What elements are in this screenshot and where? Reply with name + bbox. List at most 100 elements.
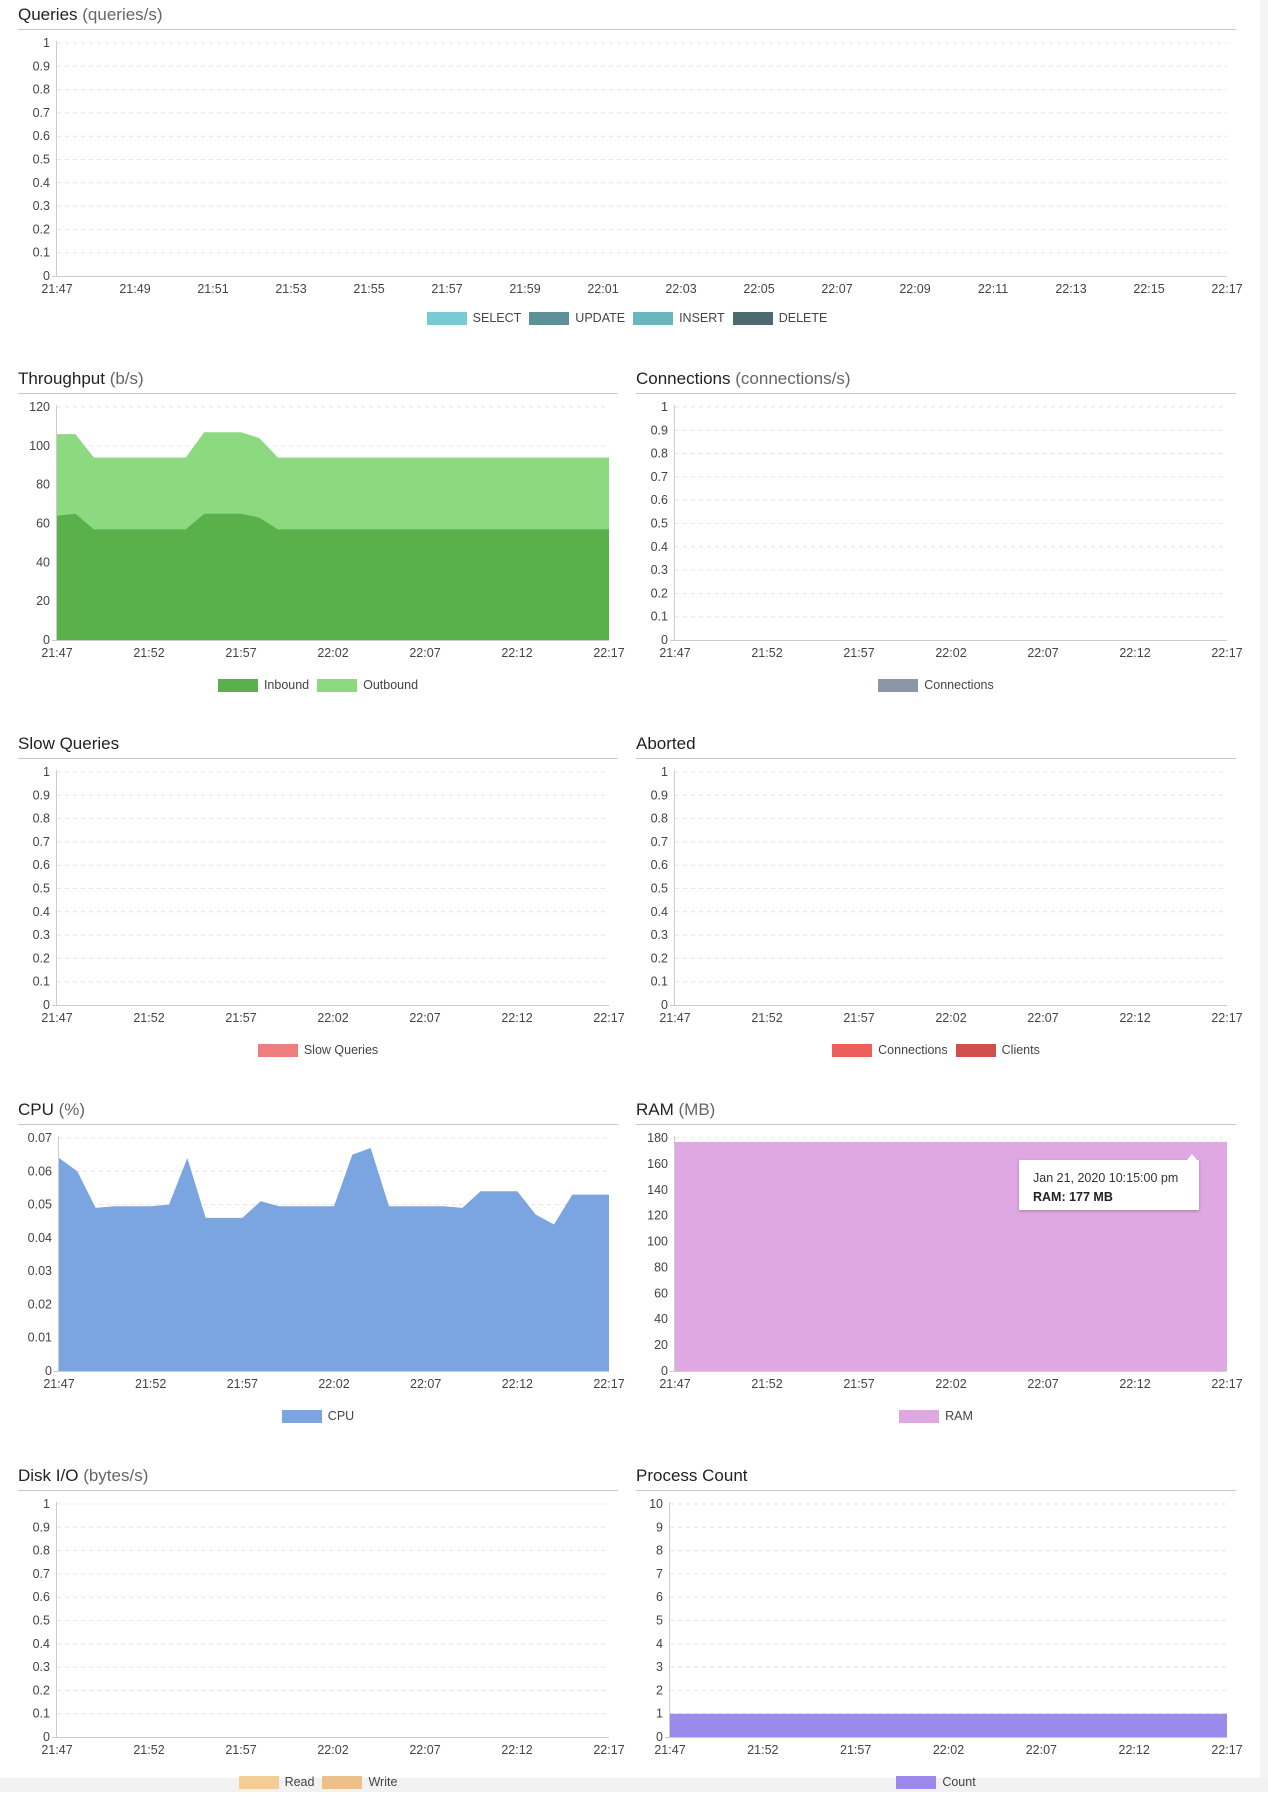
x-tick-label: 21:57 xyxy=(225,1011,256,1025)
legend-label: Count xyxy=(942,1774,976,1789)
legend-item-outbound[interactable]: Outbound xyxy=(317,678,418,692)
y-tick-label: 0.2 xyxy=(33,951,50,965)
title-text: Queries xyxy=(18,5,78,24)
legend-item-ram[interactable]: RAM xyxy=(899,1409,973,1423)
aborted-panel: Aborted 0 0.1 0.2 0.3 0.4 0.5 0.6 0.7 0.8 0.9 1 21:… xyxy=(636,733,1243,1063)
legend-swatch xyxy=(878,678,919,692)
chart-legend: Inbound Outbound xyxy=(18,677,618,692)
throughput-chart: 0 20 40 60 80 100 120 21:47 21:52 21:57 22:02 22:07… xyxy=(29,400,625,660)
y-tick-label: 0.02 xyxy=(28,1297,52,1311)
x-tick-label: 22:07 xyxy=(409,646,440,660)
x-tick-label: 22:02 xyxy=(318,1377,349,1391)
ram-panel: RAM (MB) 0 20 40 60 80 100 120 140 160 180 21:47 21… xyxy=(636,1099,1243,1429)
y-tick-label: 0.9 xyxy=(33,788,50,802)
x-tick-label: 21:57 xyxy=(227,1377,258,1391)
process_count-chart: 0 1 2 3 4 5 6 7 8 9 10 21:47 21:52 21:57 22:02 22:07 22:… xyxy=(649,1497,1243,1757)
y-tick-label: 1 xyxy=(43,36,50,50)
y-tick-label: 0.03 xyxy=(28,1264,52,1278)
chart-legend: SELECT UPDATE INSERT DELETE xyxy=(18,310,1236,325)
legend-item-cpu[interactable]: CPU xyxy=(281,1409,354,1423)
panel-title: Throughput (b/s) xyxy=(18,368,618,394)
x-tick-label: 21:52 xyxy=(133,1743,164,1757)
y-tick-label: 100 xyxy=(647,1235,668,1249)
y-tick-label: 0.3 xyxy=(651,928,668,942)
legend-item-read[interactable]: Read xyxy=(238,1775,314,1789)
x-tick-label: 21:57 xyxy=(843,1377,874,1391)
x-tick-label: 21:52 xyxy=(751,1011,782,1025)
cpu-chart: 0 0.01 0.02 0.03 0.04 0.05 0.06 0.07 21:47 21:52 2… xyxy=(28,1131,625,1391)
y-tick-label: 0.2 xyxy=(651,951,668,965)
y-tick-label: 0.04 xyxy=(28,1231,52,1245)
legend-item-count[interactable]: Count xyxy=(896,1774,976,1789)
legend-item-clients[interactable]: Clients xyxy=(955,1043,1040,1057)
x-tick-label: 22:02 xyxy=(317,646,348,660)
legend-swatch xyxy=(899,1409,940,1423)
legend-item-slow-queries[interactable]: Slow Queries xyxy=(257,1042,379,1057)
y-tick-label: 1 xyxy=(661,765,668,779)
x-tick-label: 22:13 xyxy=(1055,282,1086,296)
connections-panel: Connections (connections/s) 0 0.1 0.2 0.3 0.… xyxy=(636,368,1243,698)
tooltip-value: RAM: 177 MB xyxy=(1033,1190,1113,1204)
legend-item-write[interactable]: Write xyxy=(322,1775,397,1789)
y-tick-label: 9 xyxy=(656,1520,663,1534)
legend-label: Write xyxy=(368,1774,398,1789)
y-tick-label: 0.05 xyxy=(28,1198,52,1212)
title-text: Throughput xyxy=(18,369,105,388)
x-tick-label: 21:53 xyxy=(275,282,306,296)
x-tick-label: 21:52 xyxy=(751,1377,782,1391)
x-tick-label: 22:17 xyxy=(1211,282,1242,296)
panel-title: Process Count xyxy=(636,1465,1236,1491)
x-tick-label: 21:57 xyxy=(431,282,462,296)
page-footer-strip xyxy=(0,1778,1268,1792)
panel-title: Slow Queries xyxy=(18,733,618,759)
y-tick-label: 0.06 xyxy=(28,1164,52,1178)
legend-swatch xyxy=(426,311,467,325)
legend-swatch xyxy=(317,678,358,692)
y-tick-label: 60 xyxy=(654,1286,668,1300)
legend-label: Inbound xyxy=(263,677,310,692)
y-tick-label: 0.8 xyxy=(33,1544,50,1558)
legend-item-select[interactable]: SELECT xyxy=(426,311,521,325)
legend-item-inbound[interactable]: Inbound xyxy=(217,677,310,692)
y-tick-label: 0.8 xyxy=(651,447,668,461)
cpu-area xyxy=(59,1147,609,1371)
panel-title: RAM (MB) xyxy=(636,1099,1236,1125)
y-tick-label: 0.07 xyxy=(28,1131,52,1145)
legend-item-connections[interactable]: Connections xyxy=(878,678,994,692)
legend-swatch xyxy=(322,1775,363,1789)
title-text: Connections xyxy=(636,369,731,388)
legend-item-delete[interactable]: DELETE xyxy=(732,311,827,325)
legend-swatch xyxy=(281,1409,322,1423)
x-tick-label: 22:02 xyxy=(317,1011,348,1025)
x-tick-label: 21:47 xyxy=(41,282,72,296)
x-tick-label: 22:17 xyxy=(593,1377,624,1391)
legend-item-insert[interactable]: INSERT xyxy=(633,311,725,325)
y-tick-label: 0.6 xyxy=(651,493,668,507)
legend-item-connections[interactable]: Connections xyxy=(832,1043,948,1057)
x-tick-label: 21:47 xyxy=(41,1011,72,1025)
chart-legend: RAM xyxy=(636,1408,1236,1423)
x-tick-label: 21:59 xyxy=(509,282,540,296)
x-tick-label: 22:12 xyxy=(1119,1743,1150,1757)
page-scrollbar-gutter xyxy=(1260,0,1268,1792)
y-tick-label: 0.3 xyxy=(33,199,50,213)
panel-title: Queries (queries/s) xyxy=(18,4,1236,30)
title-unit: (MB) xyxy=(678,1100,716,1119)
x-tick-label: 21:57 xyxy=(225,646,256,660)
legend-label: Slow Queries xyxy=(303,1042,379,1057)
x-tick-label: 22:07 xyxy=(409,1743,440,1757)
x-tick-label: 21:47 xyxy=(659,1011,690,1025)
x-tick-label: 22:17 xyxy=(1211,646,1242,660)
legend-label: Connections xyxy=(924,677,994,692)
x-tick-label: 21:52 xyxy=(135,1377,166,1391)
x-tick-label: 21:49 xyxy=(119,282,150,296)
disk-io-panel: Disk I/O (bytes/s) 0 0.1 0.2 0.3 0.4 0.5 0.6 0.… xyxy=(18,1465,625,1795)
legend-item-update[interactable]: UPDATE xyxy=(529,311,625,325)
y-tick-label: 0.8 xyxy=(651,812,668,826)
y-tick-label: 0.1 xyxy=(33,1707,50,1721)
x-tick-label: 22:01 xyxy=(587,282,618,296)
y-tick-label: 7 xyxy=(656,1567,663,1581)
x-tick-label: 22:17 xyxy=(1211,1011,1242,1025)
y-tick-label: 0.1 xyxy=(33,975,50,989)
ram-chart: 0 20 40 60 80 100 120 140 160 180 21:47 21:52 21:57 2… xyxy=(647,1131,1243,1391)
